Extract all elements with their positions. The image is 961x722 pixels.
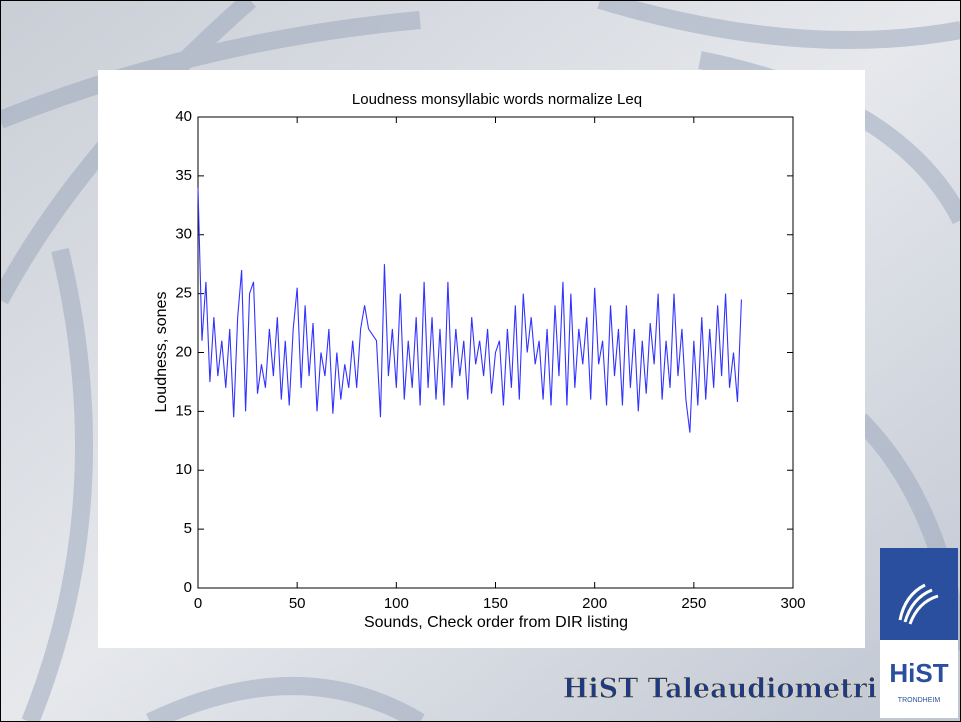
x-tick-label: 0 — [194, 595, 202, 612]
y-tick-label: 15 — [175, 402, 192, 419]
plot: 0 50 100 150 200 250 300 0 5 10 15 20 25 30 35 40 — [175, 108, 805, 612]
y-tick-label: 5 — [184, 520, 192, 537]
logo-emblem — [880, 548, 958, 640]
y-tick-label: 0 — [184, 579, 192, 596]
logo-mark — [898, 583, 939, 625]
y-axis-label: Loudness, sones — [153, 292, 170, 413]
logo-city: TRONDHEIM — [898, 697, 941, 704]
x-tick-label: 250 — [681, 595, 706, 612]
logo-name: HiST — [889, 658, 948, 688]
data-line — [197, 187, 742, 433]
x-axis-label: Sounds, Check order from DIR listing — [364, 614, 628, 631]
y-tick-label: 40 — [175, 108, 192, 125]
y-tick-label: 25 — [175, 285, 192, 302]
x-tick-label: 150 — [483, 595, 508, 612]
x-tick-label: 50 — [289, 595, 306, 612]
y-tick-label: 10 — [175, 461, 192, 478]
x-tick-label: 300 — [780, 595, 805, 612]
y-tick-label: 20 — [175, 343, 192, 360]
y-tick-label: 30 — [175, 226, 192, 243]
logo-plate — [880, 640, 958, 718]
brand: HiST Taleaudiometri — [563, 674, 877, 705]
chart-title: Loudness monsyllabic words normalize Leq — [352, 91, 642, 108]
y-tick-label: 35 — [175, 167, 192, 184]
x-tick-label: 200 — [582, 595, 607, 612]
x-tick-label: 100 — [384, 595, 409, 612]
